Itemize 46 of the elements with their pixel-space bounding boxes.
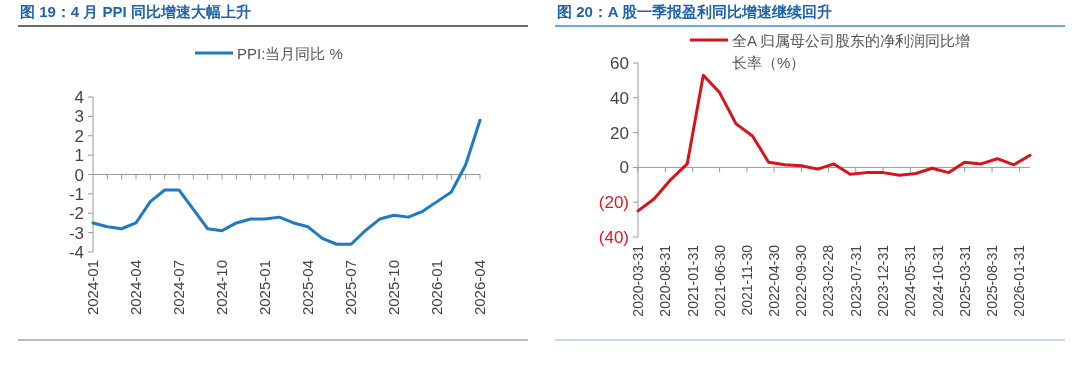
y-tick-label: 0 bbox=[74, 165, 84, 185]
x-tick-label: 2025-03-31 bbox=[956, 244, 973, 317]
y-tick-label: 3 bbox=[74, 107, 84, 127]
x-tick-label: 2021-06-30 bbox=[711, 244, 728, 317]
x-tick-label: 2024-05-31 bbox=[902, 244, 919, 317]
line-series bbox=[636, 73, 1032, 213]
x-tick-label: 2026-01 bbox=[428, 260, 445, 316]
y-tick-label: 4 bbox=[74, 88, 84, 107]
y-tick-label: -1 bbox=[68, 184, 84, 204]
x-tick-label: 2020-03-31 bbox=[630, 244, 646, 317]
x-tick-label: 2023-12-31 bbox=[875, 244, 892, 317]
legend-label: 全A 归属母公司股东的净利润同比增长率（%） bbox=[732, 32, 971, 71]
x-tick-label: 2026-04 bbox=[471, 260, 488, 316]
x-tick-label: 2024-01 bbox=[84, 260, 101, 316]
x-tick-label: 2024-04 bbox=[127, 260, 144, 316]
x-tick-label: 2022-04-30 bbox=[765, 244, 782, 317]
y-tick-label: 60 bbox=[610, 54, 629, 73]
x-tick-label: 2022-09-30 bbox=[793, 244, 810, 317]
x-tick-label: 2026-01-31 bbox=[1011, 244, 1028, 317]
y-tick-label: -2 bbox=[68, 204, 84, 224]
y-tick-label: (40) bbox=[598, 228, 629, 247]
y-tick-label: -3 bbox=[68, 223, 84, 243]
line-series bbox=[91, 118, 482, 246]
chart-title: 图 19：4 月 PPI 同比增速大幅上升 bbox=[20, 3, 251, 20]
y-tick-label: 1 bbox=[74, 146, 84, 166]
chart-title: 图 20：A 股一季报盈利同比增速继续回升 bbox=[557, 3, 833, 20]
y-tick-label: 40 bbox=[610, 88, 629, 108]
x-tick-label: 2023-07-31 bbox=[847, 244, 864, 317]
x-tick-label: 2020-08-31 bbox=[657, 244, 674, 317]
x-tick-label: 2024-07 bbox=[170, 260, 187, 316]
y-tick-label: 2 bbox=[74, 126, 84, 146]
x-tick-label: 2023-02-28 bbox=[820, 244, 837, 317]
x-tick-label: 2025-10 bbox=[385, 260, 402, 316]
x-tick-label: 2021-11-30 bbox=[738, 244, 755, 316]
x-tick-label: 2021-01-31 bbox=[684, 244, 701, 317]
x-tick-label: 2025-01 bbox=[256, 260, 273, 316]
x-tick-label: 2025-07 bbox=[342, 260, 359, 316]
y-tick-label: -4 bbox=[68, 243, 84, 262]
x-tick-label: 2024-10 bbox=[213, 260, 230, 316]
y-tick-label: (20) bbox=[598, 193, 629, 213]
x-tick-label: 2025-08-31 bbox=[984, 244, 1001, 317]
legend-label: PPI:当月同比 % bbox=[237, 45, 343, 62]
y-tick-label: 0 bbox=[619, 158, 629, 178]
y-tick-label: 20 bbox=[610, 123, 629, 143]
x-tick-label: 2025-04 bbox=[299, 260, 316, 316]
x-tick-label: 2024-10-31 bbox=[929, 244, 946, 317]
